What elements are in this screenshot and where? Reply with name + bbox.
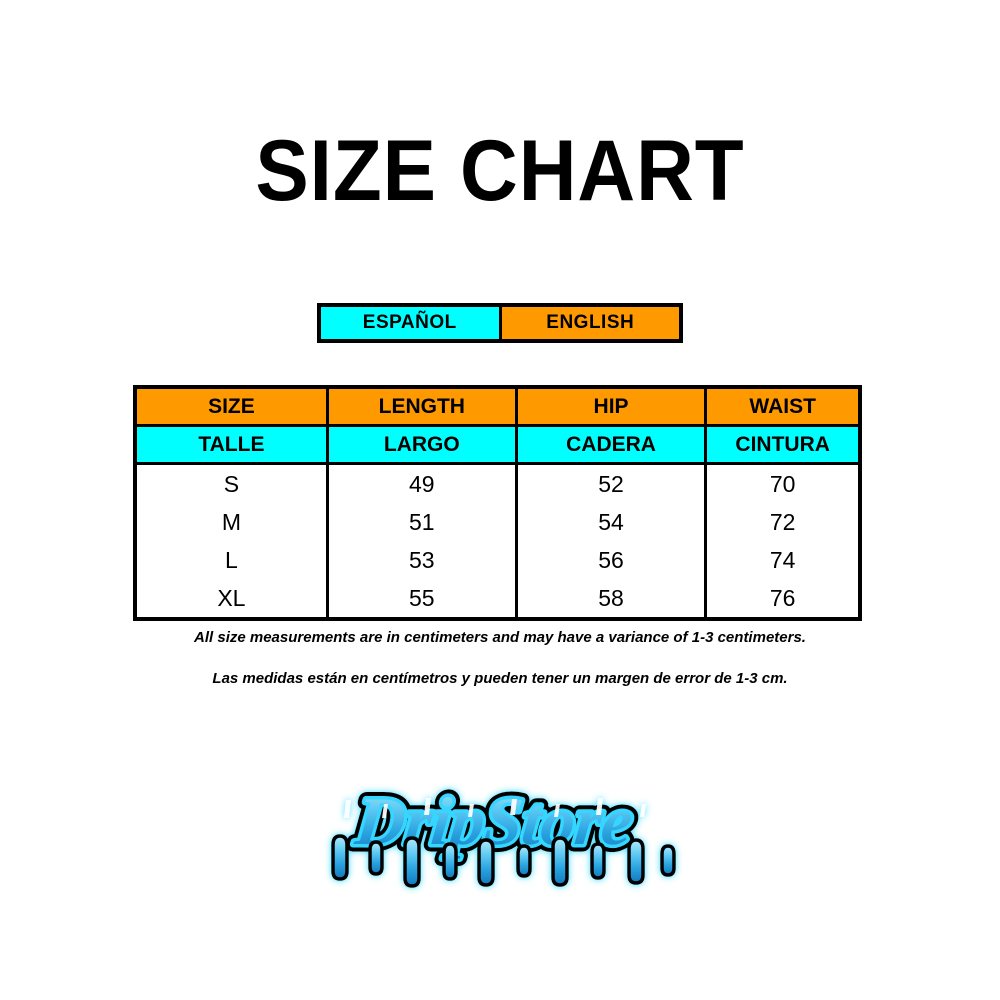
header-size-en: SIZE	[137, 389, 329, 427]
cell-size: L	[137, 541, 329, 579]
cell-hip: 56	[516, 541, 708, 579]
header-hip-en: HIP	[516, 389, 708, 427]
cell-length: 49	[327, 463, 518, 503]
table-row: M 51 54 72	[137, 503, 858, 541]
language-option-spanish[interactable]: ESPAÑOL	[321, 307, 502, 339]
cell-hip: 58	[516, 579, 708, 617]
cell-hip: 54	[516, 503, 708, 541]
header-size-es: TALLE	[137, 425, 329, 465]
language-option-english[interactable]: ENGLISH	[501, 307, 679, 339]
page-title: SIZE CHART	[255, 123, 745, 219]
dripstore-logo-icon: DripStore DripStore DripStore	[331, 776, 676, 888]
cell-size: S	[137, 463, 329, 503]
cell-length: 53	[327, 541, 518, 579]
header-length-en: LENGTH	[327, 389, 518, 427]
measurement-note-english: All size measurements are in centimeters…	[194, 629, 806, 646]
header-hip-es: CADERA	[516, 425, 708, 465]
table-row: S 49 52 70	[137, 463, 858, 503]
header-length-es: LARGO	[327, 425, 518, 465]
cell-length: 55	[327, 579, 518, 617]
cell-size: XL	[137, 579, 329, 617]
table-header-row-spanish: TALLE LARGO CADERA CINTURA	[137, 425, 858, 465]
table-row: L 53 56 74	[137, 541, 858, 579]
cell-waist: 70	[705, 463, 858, 503]
header-waist-es: CINTURA	[705, 425, 858, 465]
language-toggle[interactable]: ESPAÑOL ENGLISH	[317, 303, 683, 343]
cell-waist: 76	[705, 579, 858, 617]
cell-waist: 72	[705, 503, 858, 541]
cell-waist: 74	[705, 541, 858, 579]
cell-size: M	[137, 503, 329, 541]
brand-logo: DripStore DripStore DripStore	[0, 766, 1000, 906]
table-row: XL 55 58 76	[137, 579, 858, 617]
table-header-row-english: SIZE LENGTH HIP WAIST	[137, 389, 858, 427]
size-chart-table: SIZE LENGTH HIP WAIST TALLE LARGO CADERA…	[133, 385, 862, 621]
measurement-note-spanish: Las medidas están en centímetros y puede…	[212, 670, 788, 687]
header-waist-en: WAIST	[705, 389, 858, 427]
cell-hip: 52	[516, 463, 708, 503]
cell-length: 51	[327, 503, 518, 541]
